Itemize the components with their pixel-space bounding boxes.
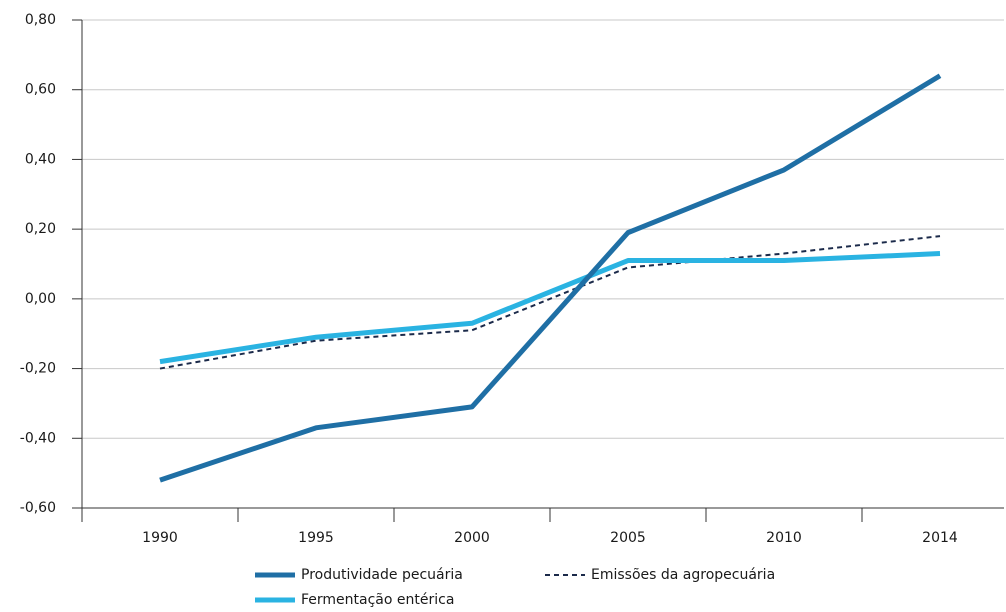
x-tick-label: 2000	[454, 530, 490, 546]
x-tick-label: 2014	[922, 530, 958, 546]
y-tick-label: 0,00	[25, 291, 56, 307]
legend-label: Emissões da agropecuária	[591, 567, 775, 583]
y-tick-label: -0,40	[20, 430, 56, 446]
y-tick-label: -0,20	[20, 361, 56, 377]
x-tick-label: 2010	[766, 530, 802, 546]
series-line	[159, 73, 942, 483]
x-tick-label: 1990	[142, 530, 178, 546]
series-line	[159, 235, 941, 370]
x-tick-label: 1995	[298, 530, 334, 546]
series-line	[159, 251, 941, 365]
x-tick-label: 2005	[610, 530, 646, 546]
y-tick-label: 0,40	[25, 151, 56, 167]
y-tick-label: 0,20	[25, 221, 56, 237]
legend-label: Produtividade pecuária	[301, 567, 463, 583]
y-tick-label: 0,60	[25, 82, 56, 98]
y-tick-label: 0,80	[25, 12, 56, 28]
y-tick-label: -0,60	[20, 500, 56, 516]
legend-label: Fermentação entérica	[301, 592, 454, 608]
